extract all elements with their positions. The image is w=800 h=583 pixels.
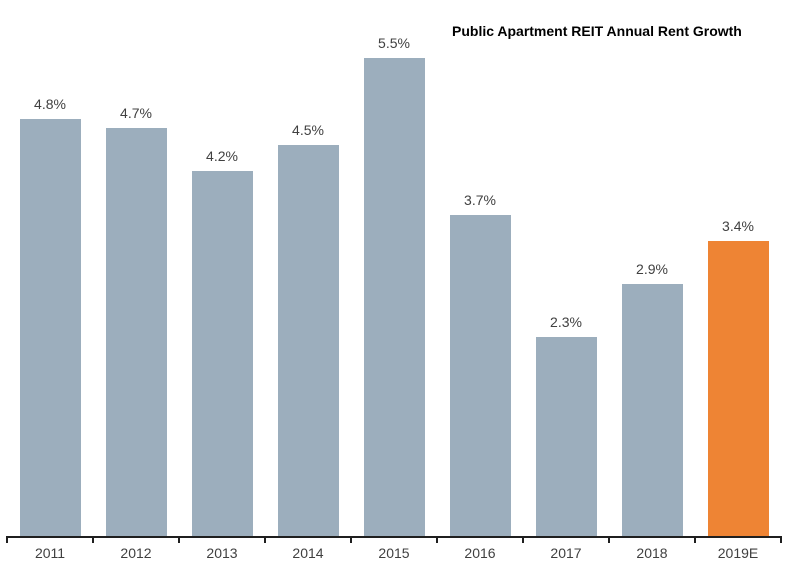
bar-2015 [363, 58, 425, 537]
bar-value-label: 3.4% [722, 218, 754, 234]
x-axis-label-2017: 2017 [550, 545, 582, 561]
bar-2017 [535, 337, 597, 537]
x-axis-label-2011: 2011 [34, 545, 66, 561]
bar-value-label: 2.3% [550, 314, 582, 330]
bar-2018 [621, 284, 683, 537]
bar-2016 [449, 215, 511, 537]
bar-value-label: 4.5% [292, 122, 324, 138]
x-axis-label-2015: 2015 [378, 545, 410, 561]
x-axis-tick [178, 536, 180, 543]
bar-2019E [707, 241, 769, 537]
x-axis-label-2018: 2018 [636, 545, 668, 561]
bar-value-label: 5.5% [378, 35, 410, 51]
x-axis-tick [522, 536, 524, 543]
x-axis-tick [92, 536, 94, 543]
bar-2012 [105, 128, 167, 537]
x-axis-label-2019E: 2019E [717, 545, 759, 561]
x-axis-tick [780, 536, 782, 543]
bar-value-label: 3.7% [464, 192, 496, 208]
x-axis-label-2014: 2014 [292, 545, 324, 561]
x-axis-label-2013: 2013 [206, 545, 238, 561]
x-axis-tick [6, 536, 8, 543]
x-axis-tick [608, 536, 610, 543]
chart-title: Public Apartment REIT Annual Rent Growth [452, 23, 742, 39]
bar-value-label: 2.9% [636, 261, 668, 277]
x-axis-tick [264, 536, 266, 543]
bar-2013 [191, 171, 253, 537]
bar-2011 [19, 119, 81, 537]
x-axis-tick [350, 536, 352, 543]
x-axis-tick [436, 536, 438, 543]
x-axis-line [7, 536, 782, 538]
x-axis-label-2016: 2016 [464, 545, 496, 561]
bar-2014 [277, 145, 339, 537]
bar-value-label: 4.2% [206, 148, 238, 164]
x-axis-tick [694, 536, 696, 543]
bar-value-label: 4.8% [34, 96, 66, 112]
x-axis-label-2012: 2012 [120, 545, 152, 561]
bar-value-label: 4.7% [120, 105, 152, 121]
